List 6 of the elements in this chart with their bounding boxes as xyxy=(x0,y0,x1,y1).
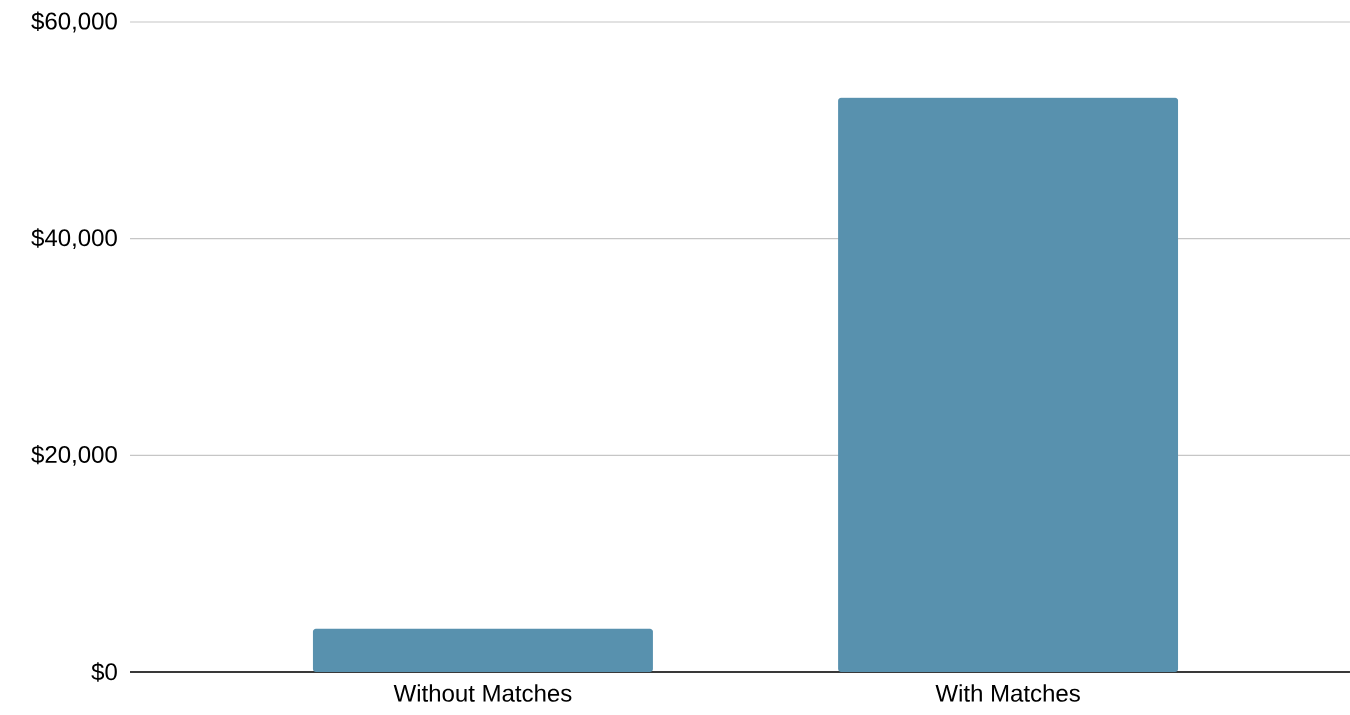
x-tick-label: With Matches xyxy=(935,684,1080,702)
x-tick-label: Without Matches xyxy=(393,684,572,702)
y-tick-label: $40,000 xyxy=(31,228,117,250)
y-tick-label: $60,000 xyxy=(31,11,117,33)
y-tick-label: $20,000 xyxy=(31,444,117,466)
y-tick-label: $0 xyxy=(91,662,117,682)
